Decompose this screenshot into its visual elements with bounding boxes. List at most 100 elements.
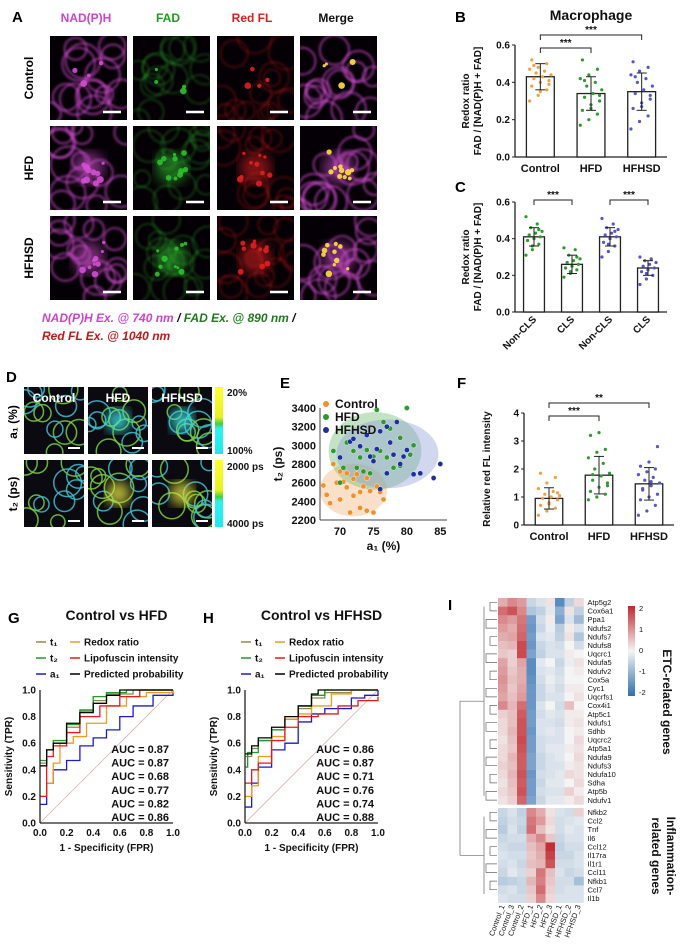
heatmap-cell xyxy=(564,894,575,903)
micrograph-content xyxy=(300,126,377,210)
heatmap-cell xyxy=(526,675,537,685)
fluorescent-puncta xyxy=(333,257,340,264)
heatmap-cell xyxy=(498,701,508,711)
fluorescent-puncta xyxy=(177,171,184,178)
x-tick-label: 75 xyxy=(367,526,379,538)
cell-membrane xyxy=(217,129,242,167)
heatmap-cell xyxy=(545,692,556,702)
data-point xyxy=(555,491,560,495)
data-point xyxy=(654,260,658,265)
colorbar-t2 xyxy=(215,460,223,527)
category-label: Non-CLS xyxy=(577,314,615,352)
cell-membrane xyxy=(63,37,88,61)
y-tick-label: 0.6 xyxy=(22,739,36,750)
heatmap-cell xyxy=(517,894,527,903)
data-point xyxy=(644,77,648,81)
fluorescent-puncta xyxy=(100,249,104,254)
flim-content xyxy=(152,387,212,454)
fluorescent-puncta xyxy=(83,164,91,171)
significance-bracket xyxy=(533,199,573,205)
fluorescent-puncta xyxy=(161,255,168,262)
micrograph-tile xyxy=(217,216,294,300)
data-point xyxy=(536,513,541,517)
heatmap-cell xyxy=(517,692,527,702)
auc-label: AUC = 0.88 xyxy=(316,812,374,824)
cell-membrane xyxy=(104,174,127,208)
heatmap-I: Atp5g2Cox6a1Ppa1Ndufs2Ndufs7Ndufs8Uqcrc1… xyxy=(459,598,678,939)
micrograph-tile xyxy=(50,216,127,300)
cell-membrane xyxy=(160,36,197,66)
heatmap-cell xyxy=(517,868,527,878)
heatmap-cell xyxy=(526,623,537,633)
category-label: HFD xyxy=(588,531,611,543)
heatmap-cell xyxy=(574,851,584,860)
data-point xyxy=(384,470,390,477)
cell-membrane xyxy=(90,467,107,485)
cell-membrane xyxy=(121,431,144,454)
micrograph-content xyxy=(133,36,210,120)
heatmap-cell xyxy=(545,859,556,869)
data-point xyxy=(638,498,643,502)
auc-label: AUC = 0.87 xyxy=(111,744,169,756)
data-point xyxy=(636,513,641,517)
cell-membrane xyxy=(50,128,75,159)
heatmap-cell xyxy=(507,658,518,668)
data-point xyxy=(374,446,380,452)
gene-label: Atp5c1 xyxy=(588,710,611,719)
data-point xyxy=(568,270,572,274)
auc-label: AUC = 0.77 xyxy=(111,785,169,797)
cell-membrane xyxy=(188,126,210,148)
heatmap-cell xyxy=(574,666,584,676)
data-point xyxy=(644,271,648,276)
heatmap-cell xyxy=(545,761,556,771)
heatmap-cell xyxy=(498,649,508,659)
x-tick-label: 0.4 xyxy=(291,828,305,839)
data-point xyxy=(652,266,657,270)
data-point xyxy=(578,77,582,81)
heatmap-cell xyxy=(555,701,565,711)
row-dendrogram xyxy=(466,601,497,801)
cell-membrane xyxy=(70,126,93,145)
heatmap-cell xyxy=(498,692,508,702)
heatmap-cell xyxy=(545,615,556,625)
heatmap-cell xyxy=(564,641,575,650)
heatmap-cell xyxy=(517,735,527,745)
heatmap-cell xyxy=(555,894,565,903)
heatmap-cell xyxy=(526,778,537,788)
auc-label: AUC = 0.71 xyxy=(316,771,374,783)
data-point xyxy=(562,246,566,250)
y-tick-label: 0.2 xyxy=(227,792,241,803)
heatmap-cell xyxy=(536,808,546,817)
fluorescent-puncta xyxy=(102,240,106,245)
heatmap-cell xyxy=(555,868,565,878)
gene-label: Cox6a1 xyxy=(588,607,614,616)
heatmap-cell xyxy=(564,761,575,771)
cell-membrane xyxy=(300,280,317,300)
fluorescent-puncta xyxy=(180,242,184,247)
data-point xyxy=(534,71,538,75)
gene-label: Uqcrfs1 xyxy=(588,693,614,702)
data-point xyxy=(593,467,597,471)
channel-header-merge: Merge xyxy=(318,11,354,25)
heatmap-cell xyxy=(498,833,508,843)
y-tick-label: 0 xyxy=(513,521,519,532)
cell-membrane xyxy=(137,98,165,120)
heatmap-cell xyxy=(574,885,584,895)
data-point xyxy=(600,216,604,221)
heatmap-cell xyxy=(507,649,518,659)
x-tick-label: 0.0 xyxy=(238,828,252,839)
x-tick-label: 80 xyxy=(401,526,413,538)
micrograph-tile xyxy=(217,126,294,210)
heatmap-cell xyxy=(545,623,556,633)
data-point xyxy=(384,454,390,461)
data-point xyxy=(572,259,576,263)
heatmap-cell xyxy=(526,606,537,616)
cell-membrane xyxy=(362,65,377,88)
heatmap-cell xyxy=(517,761,527,771)
fluorescent-puncta xyxy=(161,155,167,162)
heatmap-cell xyxy=(545,709,556,719)
fluorescent-puncta xyxy=(101,161,105,165)
heatmap-cell xyxy=(545,735,556,745)
data-point xyxy=(601,461,605,465)
micrograph-content xyxy=(50,216,127,300)
